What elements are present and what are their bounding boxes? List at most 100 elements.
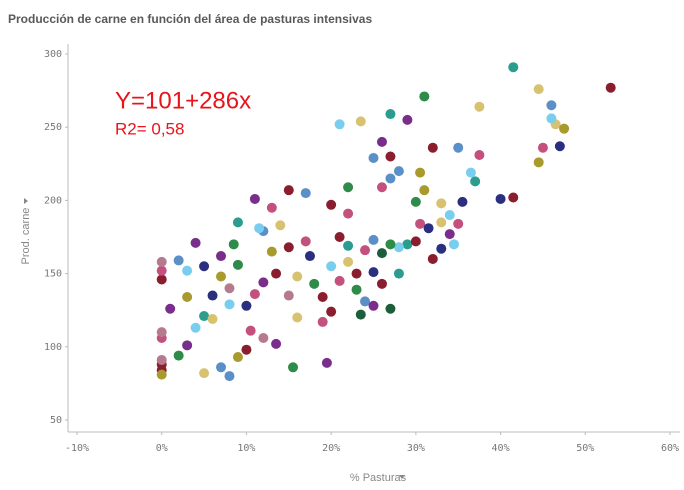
point [385, 239, 396, 250]
point [190, 237, 201, 248]
point [376, 248, 387, 259]
point [190, 322, 201, 333]
point [402, 114, 413, 125]
point [317, 292, 328, 303]
point [300, 236, 311, 247]
point [156, 369, 167, 380]
point [241, 300, 252, 311]
point [334, 232, 345, 242]
point [436, 198, 447, 209]
point [427, 142, 438, 153]
point [351, 268, 362, 279]
x-tick-label: 0% [156, 443, 168, 454]
y-tick-label: 250 [44, 122, 62, 133]
point [444, 210, 455, 221]
x-tick-label: 30% [407, 443, 425, 454]
x-tick-label: -10% [65, 443, 89, 454]
point [474, 150, 485, 161]
point [232, 352, 243, 363]
point [415, 167, 426, 178]
point [453, 142, 464, 153]
point [393, 268, 404, 279]
point [415, 218, 426, 229]
point [156, 354, 167, 365]
point [436, 243, 447, 254]
y-tick-label: 300 [44, 49, 62, 60]
y-tick-label: 50 [50, 415, 62, 426]
point [224, 283, 235, 294]
point [182, 265, 193, 276]
point [317, 316, 328, 327]
point [444, 229, 455, 240]
point [326, 306, 337, 317]
point [343, 208, 354, 219]
point [533, 157, 544, 168]
point [266, 202, 277, 213]
point [182, 340, 193, 351]
point [533, 84, 544, 95]
annotation: R2= 0,58 [115, 119, 184, 138]
x-axis-label: % Pasturas [350, 472, 407, 484]
point [559, 123, 570, 134]
point [165, 303, 176, 314]
point [605, 82, 616, 93]
point [343, 182, 354, 193]
point [419, 185, 430, 196]
x-tick-label: 60% [661, 443, 679, 454]
x-tick-label: 10% [237, 443, 255, 454]
point [228, 239, 239, 250]
point [546, 100, 557, 111]
point [199, 311, 210, 322]
y-axis-label: Prod. carne [20, 208, 32, 265]
point [334, 119, 345, 130]
point [360, 245, 371, 256]
point [292, 312, 303, 323]
point [245, 325, 256, 336]
point [156, 274, 167, 285]
point [207, 313, 218, 324]
point [241, 344, 252, 355]
point [283, 185, 294, 196]
point [275, 220, 286, 231]
point [156, 327, 167, 338]
point [232, 259, 243, 270]
point [465, 167, 476, 178]
point [368, 152, 379, 163]
point [368, 234, 379, 245]
point [334, 275, 345, 286]
point [326, 261, 337, 272]
point [258, 333, 269, 344]
point [410, 196, 421, 207]
point [173, 350, 184, 361]
chart-title: Producción de carne en función del área … [8, 12, 372, 26]
point [546, 113, 557, 124]
annotation: Y=101+286x [115, 87, 251, 114]
point [271, 268, 282, 279]
point [300, 188, 311, 199]
point [216, 362, 227, 373]
point [508, 192, 519, 203]
point [232, 217, 243, 228]
point [156, 256, 167, 267]
point [292, 271, 303, 282]
point [448, 239, 459, 250]
point [216, 271, 227, 282]
point [321, 357, 332, 368]
point [283, 242, 294, 253]
point [173, 255, 184, 266]
point [554, 141, 565, 152]
point [410, 236, 421, 247]
point [495, 193, 506, 204]
point [537, 142, 548, 153]
point [182, 292, 193, 303]
point [508, 62, 519, 73]
point [385, 151, 396, 162]
point [385, 173, 396, 184]
point [224, 299, 235, 310]
point [156, 265, 167, 276]
point [360, 296, 371, 307]
point [199, 261, 210, 272]
point [351, 284, 362, 295]
point [393, 242, 404, 253]
